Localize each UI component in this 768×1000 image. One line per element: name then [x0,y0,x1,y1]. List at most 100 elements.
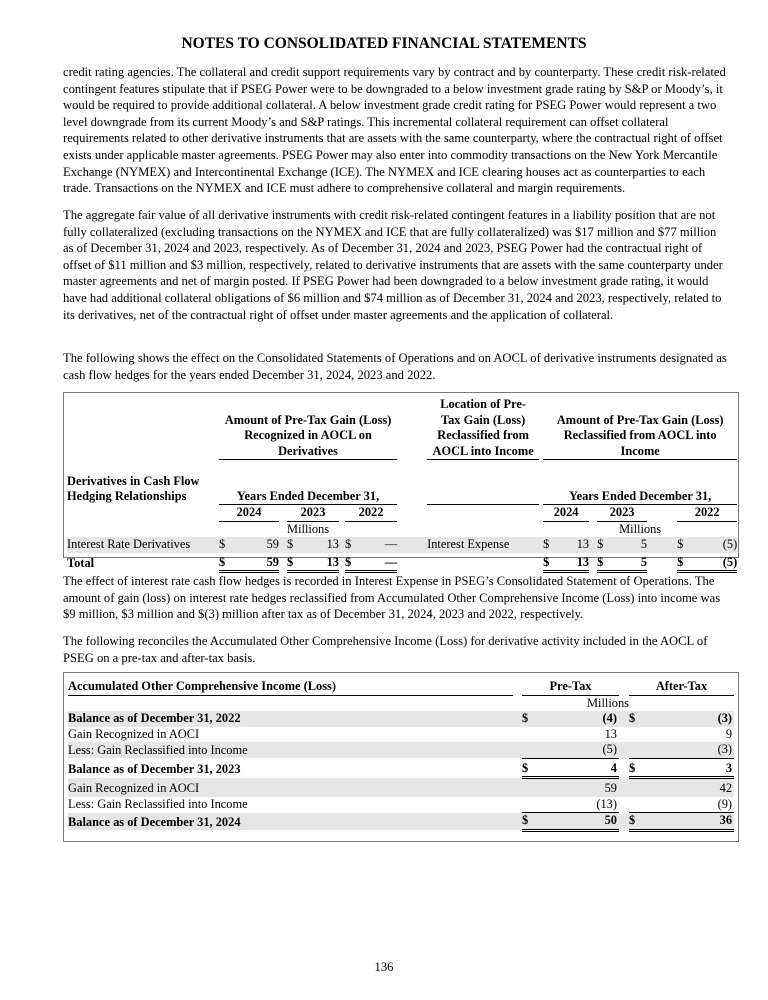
recognized-value: 13 [301,552,339,573]
table-cell [67,397,219,460]
reclassified-value: (5) [691,537,738,553]
units-label: Millions [587,695,629,710]
header-line: Income [620,443,660,458]
text-line: offset of $11 million and $3 million, re… [63,257,723,272]
aoci-header: Accumulated Other Comprehensive Income (… [68,679,513,696]
table-cell [339,537,345,553]
table-cell [589,505,597,522]
paragraph-fair-value: The aggregate fair value of all derivati… [63,207,723,323]
currency-symbol: $ [677,537,692,553]
table-row: Balance as of December 31, 2023 $4 $3 [68,758,735,779]
header-line: Reclassified from AOCL into [563,428,717,442]
reclassified-value: 5 [611,552,648,573]
text-line: contingent features stipulate that if PS… [63,81,723,96]
location-value: Interest Expense [427,537,540,553]
text-line: PSEG on a pre-tax and after-tax basis. [63,650,256,665]
currency-symbol: $ [522,812,535,832]
table-cell [619,711,629,727]
cash-flow-hedge-table: Amount of Pre-Tax Gain (Loss) Recognized … [63,392,739,573]
table-cell [647,553,677,572]
header-line: Amount of Pre-Tax Gain (Loss) [224,412,392,427]
text-line: would be required to provide additional … [63,98,717,113]
header-line: Recognized in AOCL on [244,428,372,442]
currency-symbol: $ [629,711,642,727]
recognized-header: Amount of Pre-Tax Gain (Loss) Recognized … [219,397,398,460]
aftertax-value: 42 [642,777,735,797]
header-row: Accumulated Other Comprehensive Income (… [68,679,735,696]
header-line: Hedging Relationships [67,489,187,503]
units-label: Millions [619,521,662,536]
table-cell [279,553,287,572]
page-number: 136 [374,960,394,974]
paragraph-interest-rate-hedges: The effect of interest rate cash flow he… [63,573,720,623]
year-header: 2024 [219,504,279,522]
header-line: Amount of Pre-Tax Gain (Loss) [556,412,724,427]
currency-symbol [629,727,642,743]
aftertax-value: 3 [642,758,735,779]
currency-symbol: $ [629,812,642,832]
currency-symbol [522,777,535,797]
recognized-value: — [359,537,398,553]
currency-symbol [522,727,535,743]
table-cell [619,777,629,797]
recognized-value: — [359,552,398,573]
text-line: trade. Transactions on the NYMEX and ICE… [63,181,626,196]
table-cell [539,537,544,553]
currency-symbol: $ [219,552,233,573]
text-line: amount of gain (loss) on interest rate h… [63,590,721,605]
aftertax-value: (3) [642,742,735,759]
currency-symbol: $ [543,537,558,553]
aftertax-value: 36 [642,812,735,832]
table-cell [513,695,522,711]
table-cell [279,537,287,553]
reclassified-value: 13 [557,552,590,573]
pretax-value: 13 [604,726,617,741]
location-blank [427,459,540,505]
table-cell [619,812,629,830]
reclassified-value: 13 [557,537,590,553]
header-line: Reclassified from [437,428,529,442]
table-cell [397,397,427,460]
table-cell [513,777,522,797]
table-cell [619,758,629,778]
text-line: exists under applicable master agreement… [63,147,718,162]
units-row: Millions Millions [67,521,737,537]
row-label: Balance as of December 31, 2023 [68,762,241,776]
text-line: The aggregate fair value of all derivati… [63,208,716,222]
currency-symbol [629,742,642,759]
table-cell [619,679,629,695]
text-line: its derivatives, net of the contractual … [63,307,614,322]
text-line: The following reconciles the Accumulated… [63,634,708,648]
header-line: Location of Pre- [440,397,526,411]
year-header: 2023 [597,504,648,522]
reclassified-value: (5) [691,552,738,573]
table-cell [647,537,678,553]
table-cell [589,537,598,553]
location-header: Location of Pre- Tax Gain (Loss) Reclassif… [427,397,540,460]
table-cell [513,727,522,743]
table-cell [397,460,427,505]
text-line: master agreements and net of margin post… [63,274,709,289]
currency-symbol: $ [543,552,558,573]
table-cell [513,812,522,830]
currency-symbol: $ [345,537,359,553]
currency-symbol: $ [597,537,612,553]
units-label: Millions [287,521,330,536]
aftertax-header: After-Tax [629,679,735,696]
aftertax-value: (3) [642,711,735,727]
row-header: Derivatives in Cash Flow Hedging Relation… [67,460,219,505]
text-line: $9 million, $3 million and $(3) million … [63,607,584,622]
table-cell [589,553,597,572]
paragraph-aocl-intro: The following reconciles the Accumulated… [63,633,707,666]
table-row: Interest Rate Derivatives $59 $13 $ — Interes… [67,537,738,553]
table-cell [397,553,427,572]
table-row: Less: Gain Reclassified into Income (13) (… [68,796,735,813]
table-cell [513,679,522,695]
text-line: The following shows the effect on the Co… [63,351,727,365]
table-row: Less: Gain Reclassified into Income (5) (3… [68,742,735,759]
years-ended-header: Years Ended December 31, [219,459,398,505]
currency-symbol: $ [522,711,535,727]
currency-symbol [629,777,642,797]
table-cell [619,742,629,758]
table-row: Balance as of December 31, 2024 $50 $36 [68,812,735,832]
